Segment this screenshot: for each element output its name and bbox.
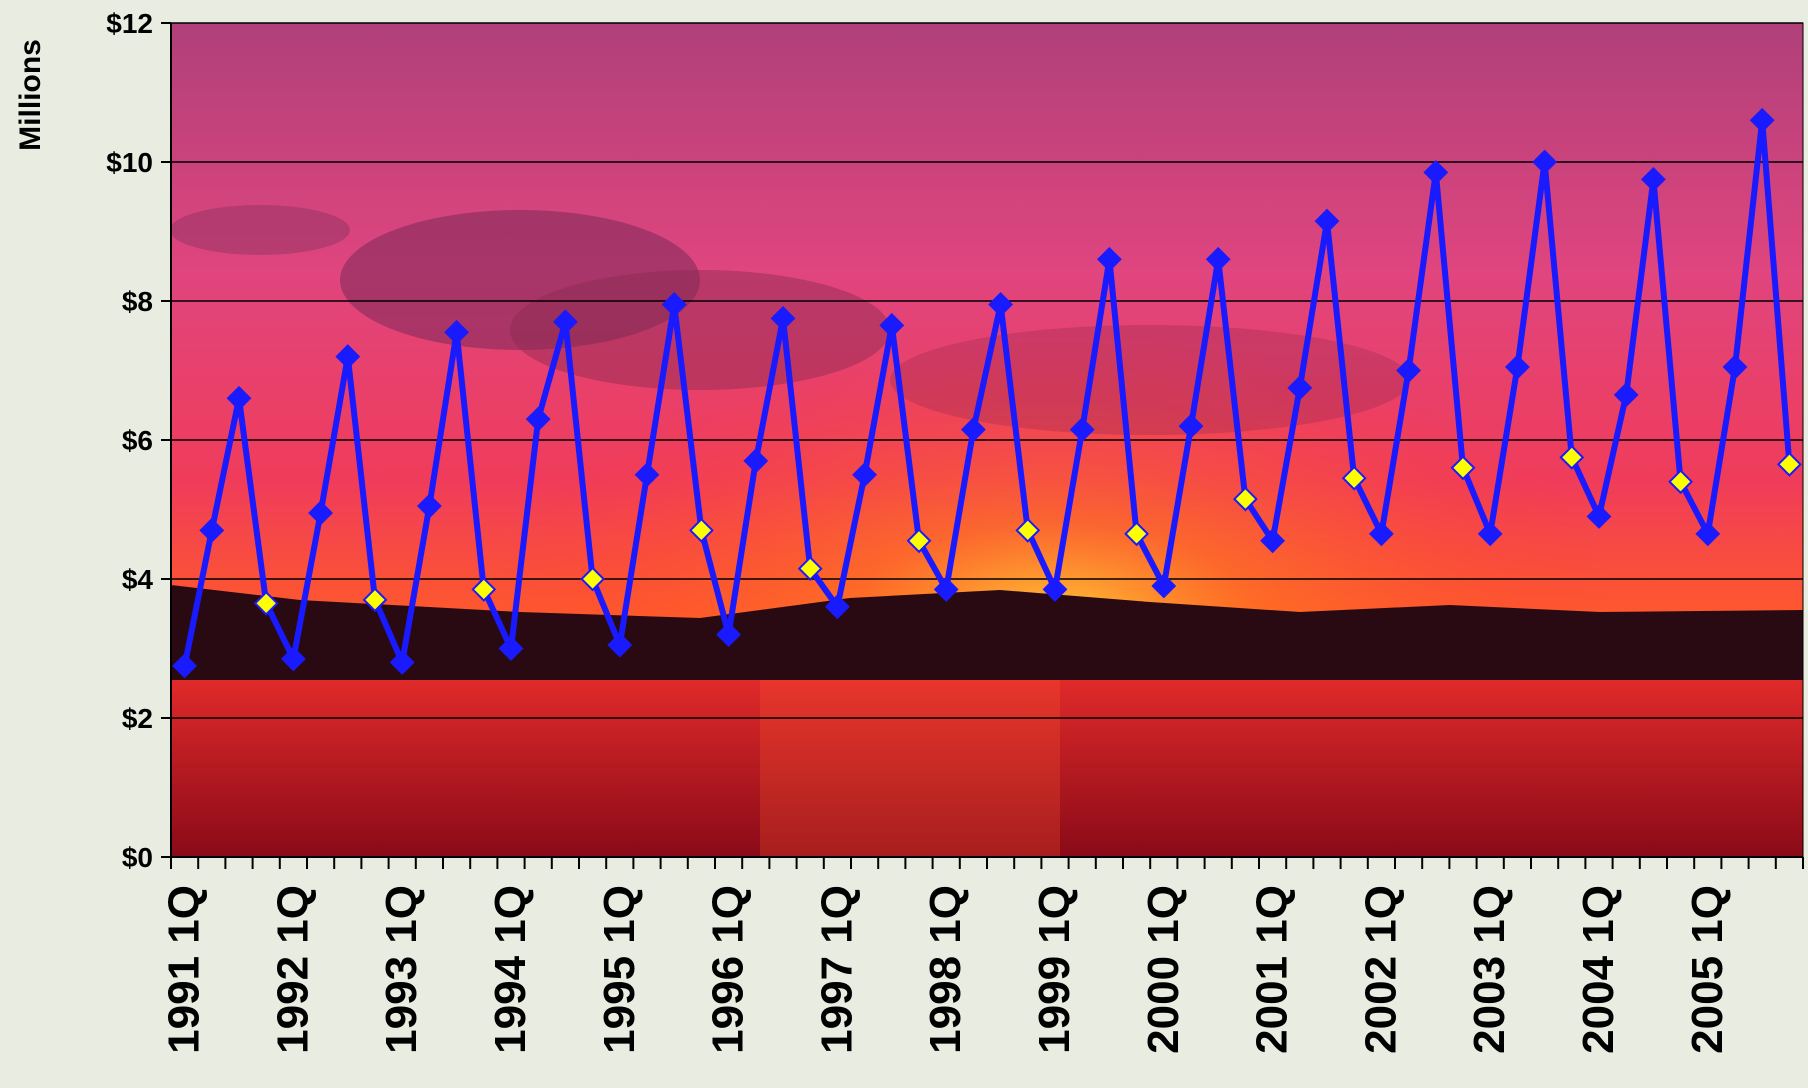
data-point [634,462,660,488]
data-point [1776,451,1802,477]
data-point [1205,246,1231,272]
x-tick-label: 2001 1Q [1248,885,1297,1054]
data-point [471,577,497,602]
data-point [933,577,959,602]
data-point [1096,246,1122,272]
gridlines [171,22,1803,719]
data-point [335,344,361,370]
data-point [1178,413,1204,439]
data-point [688,517,714,543]
data-point [1532,149,1558,175]
data-point [960,417,986,442]
data-point [716,622,742,648]
y-tick-label: $0 [122,842,153,873]
data-point [852,462,878,488]
data-point [1260,528,1286,554]
y-tick-label: $12 [106,8,153,39]
data-point [1015,517,1041,543]
data-point [607,632,633,658]
data-point [1613,382,1639,408]
x-tick-label: 1991 1Q [160,885,209,1054]
x-tick-label: 2005 1Q [1683,885,1732,1054]
data-point [498,636,524,661]
data-point [1722,354,1748,380]
y-tick-label: $2 [122,703,153,734]
data-point [1695,521,1721,547]
x-tick-label: 1997 1Q [812,885,861,1054]
data-point [1504,354,1530,380]
data-point [444,319,470,345]
y-axis-title: Millions [14,39,47,151]
data-point [308,500,334,526]
data-point [1559,444,1585,470]
data-point [172,653,198,679]
data-point [525,406,551,432]
x-tick-label: 2000 1Q [1139,885,1188,1054]
data-point [253,590,279,616]
y-tick-label: $6 [122,425,153,456]
data-point [1069,417,1095,442]
data-point [1042,577,1068,602]
data-point [1124,521,1150,547]
data-point [1640,166,1666,192]
x-tick-label: 2002 1Q [1356,885,1405,1054]
x-tick-label: 1999 1Q [1030,885,1079,1054]
data-point [1341,465,1367,491]
data-point [1749,107,1775,133]
data-point [389,649,415,675]
data-point [1368,521,1394,547]
data-point [1151,573,1177,599]
data-point [416,493,442,519]
x-tick-label: 1992 1Q [268,885,317,1054]
data-point [1396,358,1422,383]
data-point [988,292,1014,317]
data-point [661,292,687,317]
x-tick-label: 1994 1Q [486,885,535,1054]
data-point [770,305,796,331]
data-point [199,517,225,543]
x-tick-label: 1993 1Q [377,885,426,1054]
data-point [1314,208,1340,234]
series-line [181,117,1793,667]
data-point [1477,521,1503,547]
x-tick-label: 1996 1Q [704,885,753,1054]
x-tick-label: 2003 1Q [1465,885,1514,1054]
data-point [580,566,606,592]
y-tick-label: $8 [122,286,153,317]
x-tick-label: 1995 1Q [595,885,644,1054]
data-point [280,646,306,672]
data-point [906,528,932,554]
x-tick-label: 1998 1Q [921,885,970,1054]
data-point [1287,375,1313,401]
data-point [797,556,823,581]
x-tick-label: 2004 1Q [1574,885,1623,1054]
data-point [552,309,578,335]
data-point [226,385,252,411]
data-point [1668,469,1694,495]
data-point [1423,160,1449,185]
data-point [362,587,388,613]
data-point [824,594,850,620]
data-point [1586,504,1612,529]
data-point [1450,455,1476,481]
y-tick-label: $4 [122,564,154,595]
data-point [1232,486,1258,512]
y-tick-label: $10 [106,147,153,178]
data-point [879,312,905,338]
data-point [743,448,769,474]
